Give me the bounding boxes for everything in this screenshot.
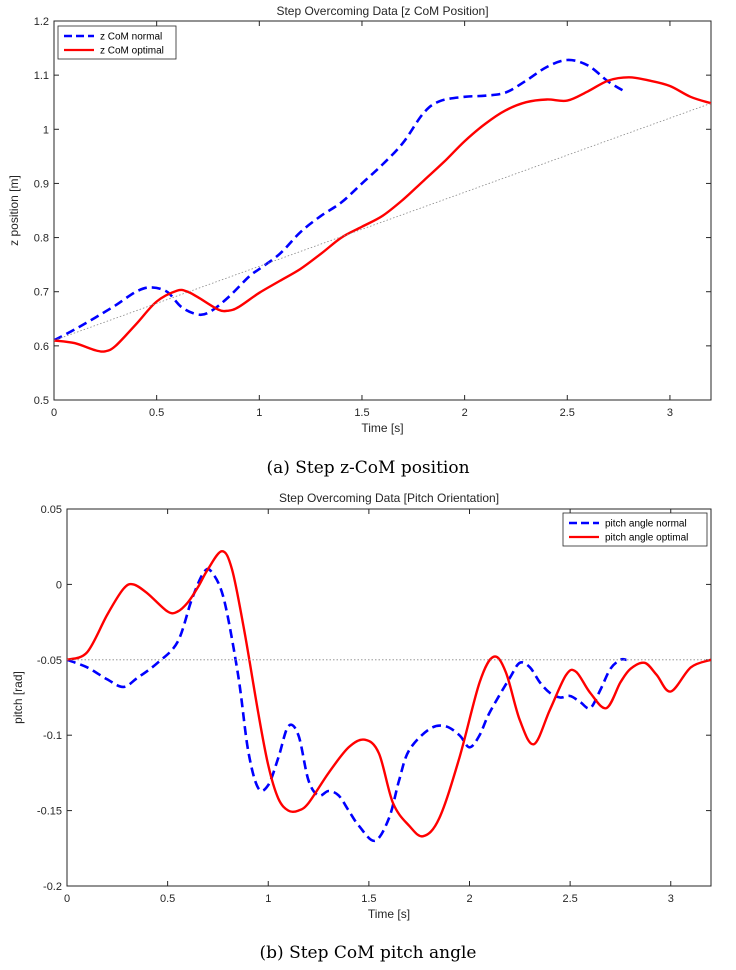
y-tick-label: 1.1	[34, 70, 49, 82]
x-tick-label: 3	[668, 893, 674, 905]
x-tick-label: 0	[64, 893, 70, 905]
y-axis-label: z position [m]	[7, 175, 21, 246]
y-tick-label: 0.7	[34, 287, 49, 299]
legend-label: pitch angle optimal	[605, 533, 688, 544]
x-tick-label: 1	[256, 407, 262, 419]
plot-area	[66, 508, 712, 887]
x-tick-label: 2.5	[560, 407, 575, 419]
x-axis-label: Time [s]	[368, 907, 410, 921]
x-tick-label: 0	[51, 407, 57, 419]
x-tick-label: 0.5	[160, 893, 175, 905]
reference-line	[54, 102, 711, 341]
chart-title: Step Overcoming Data [z CoM Position]	[276, 4, 488, 18]
legend-label: z CoM normal	[100, 32, 162, 43]
x-tick-label: 1.5	[361, 893, 376, 905]
y-tick-label: 0.5	[34, 395, 49, 407]
y-tick-label: -0.2	[43, 881, 62, 893]
plot-area	[53, 20, 712, 401]
x-tick-label: 2	[466, 893, 472, 905]
y-tick-label: 1	[43, 124, 49, 136]
legend-box	[562, 512, 708, 547]
y-tick-label: 0.9	[34, 178, 49, 190]
y-tick-label: 0.8	[34, 233, 49, 245]
y-tick-label: -0.05	[37, 655, 62, 667]
legend-box	[57, 25, 177, 60]
series-line-z-com-optimal	[54, 76, 711, 353]
y-tick-label: -0.15	[37, 806, 62, 818]
legend-label: z CoM optimal	[100, 46, 164, 57]
y-tick-label: -0.1	[43, 730, 62, 742]
x-tick-label: 3	[667, 407, 673, 419]
x-tick-label: 0.5	[149, 407, 164, 419]
x-axis-label: Time [s]	[361, 421, 403, 435]
x-tick-label: 2	[462, 407, 468, 419]
figure-caption: (b) Step CoM pitch angle	[260, 943, 477, 963]
series-line-z-com-normal	[54, 58, 626, 342]
figure-caption: (a) Step z-CoM position	[266, 458, 469, 478]
x-tick-label: 1	[265, 893, 271, 905]
y-axis-label: pitch [rad]	[11, 671, 25, 724]
series-line-pitch-angle-normal	[67, 567, 627, 843]
legend-label: pitch angle normal	[605, 519, 687, 530]
x-tick-label: 1.5	[354, 407, 369, 419]
y-tick-label: 0.05	[41, 504, 62, 516]
series-line-pitch-angle-optimal	[67, 549, 711, 838]
y-tick-label: 0.6	[34, 341, 49, 353]
y-tick-label: 1.2	[34, 16, 49, 28]
x-tick-label: 2.5	[562, 893, 577, 905]
chart-title: Step Overcoming Data [Pitch Orientation]	[279, 491, 499, 505]
y-tick-label: 0	[56, 579, 62, 591]
